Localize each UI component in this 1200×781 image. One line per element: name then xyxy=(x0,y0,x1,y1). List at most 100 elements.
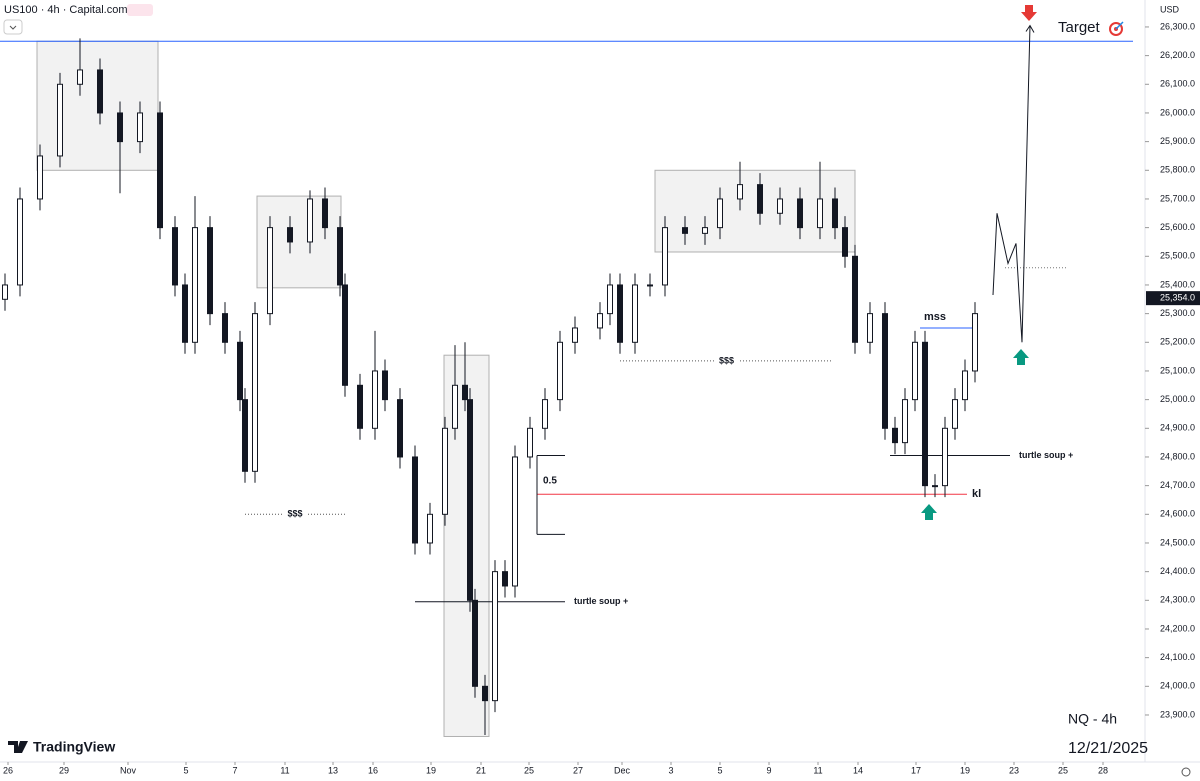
y-tick-label: 24,500.0 xyxy=(1160,537,1195,547)
candle-body xyxy=(397,399,403,458)
mss-label: mss xyxy=(924,311,946,323)
candle-body xyxy=(617,284,623,343)
x-tick-label: 3 xyxy=(668,765,673,775)
x-tick-label: 5 xyxy=(183,765,188,775)
brand-logo xyxy=(8,741,28,753)
candle-body xyxy=(412,456,418,544)
candle-body xyxy=(267,227,273,315)
y-tick-label: 24,700.0 xyxy=(1160,480,1195,490)
zone xyxy=(654,169,856,253)
candle-body xyxy=(117,112,123,143)
candle-body xyxy=(467,399,473,601)
x-tick-label: 5 xyxy=(717,765,722,775)
candle-body xyxy=(182,284,188,343)
up-arrow-icon xyxy=(921,504,937,520)
candle-body xyxy=(817,198,823,229)
candle-body xyxy=(237,341,243,401)
candle-body xyxy=(757,184,763,214)
x-tick-label: 7 xyxy=(232,765,237,775)
candle-body xyxy=(252,313,258,472)
up-arrow-icon xyxy=(1013,349,1029,365)
x-tick-label: 28 xyxy=(1098,765,1108,775)
y-tick-label: 24,800.0 xyxy=(1160,451,1195,461)
projection-path xyxy=(992,25,1031,343)
y-tick-label: 23,900.0 xyxy=(1160,709,1195,719)
projection-arrow xyxy=(1025,24,1035,33)
candle-body xyxy=(222,313,228,343)
candle-body xyxy=(472,599,478,687)
x-tick-label: 25 xyxy=(1058,765,1068,775)
x-tick-label: 19 xyxy=(960,765,970,775)
candle-body xyxy=(542,399,548,429)
x-tick-label: 29 xyxy=(59,765,69,775)
y-tick-label: 26,100.0 xyxy=(1160,79,1195,89)
candle-body xyxy=(2,284,8,300)
x-tick-label: 21 xyxy=(476,765,486,775)
candle-body xyxy=(647,284,653,287)
settings-icon[interactable] xyxy=(1181,767,1191,777)
y-tick-label: 25,900.0 xyxy=(1160,136,1195,146)
candle-body xyxy=(597,313,603,329)
watermark-title: NQ - 4h xyxy=(1068,711,1117,727)
candle-body xyxy=(372,370,378,429)
last-price-label: 25,354.0 xyxy=(1160,293,1195,303)
chevron xyxy=(9,25,17,30)
y-tick-label: 26,200.0 xyxy=(1160,50,1195,60)
x-tick-label: 11 xyxy=(813,765,822,775)
candle-body xyxy=(852,255,858,343)
y-tick-label: 25,000.0 xyxy=(1160,394,1195,404)
y-tick-label: 26,000.0 xyxy=(1160,107,1195,117)
y-tick-label: 24,300.0 xyxy=(1160,595,1195,605)
target-label: Target xyxy=(1058,19,1101,36)
label-bg xyxy=(283,508,307,521)
liquidity-label: $$$ xyxy=(719,355,734,365)
badge xyxy=(127,4,153,16)
candle-body xyxy=(962,370,968,401)
candle-body xyxy=(462,384,468,401)
candle-body xyxy=(932,485,938,488)
candle-body xyxy=(682,227,688,234)
y-tick-label: 25,300.0 xyxy=(1160,308,1195,318)
currency: USD xyxy=(1160,4,1180,14)
candle-body xyxy=(207,227,213,315)
x-tick-label: Dec xyxy=(614,765,631,775)
collapse-button[interactable] xyxy=(3,19,23,35)
candle-body xyxy=(322,198,328,229)
x-tick-label: 13 xyxy=(328,765,338,775)
candle-body xyxy=(942,427,948,487)
candle-body xyxy=(382,370,388,401)
y-tick-label: 24,900.0 xyxy=(1160,423,1195,433)
y-tick-label: 25,800.0 xyxy=(1160,165,1195,175)
x-tick-label: 9 xyxy=(766,765,771,775)
candle-body xyxy=(572,327,578,343)
candle-body xyxy=(357,384,363,429)
y-tick-label: 25,400.0 xyxy=(1160,279,1195,289)
candle-body xyxy=(17,198,23,286)
last-price-tag xyxy=(1146,291,1200,306)
candle-body xyxy=(287,227,293,243)
x-tick-label: Nov xyxy=(120,765,137,775)
candle-body xyxy=(607,284,613,315)
candle-body xyxy=(502,571,508,587)
zone xyxy=(443,354,490,737)
x-tick-label: 16 xyxy=(368,765,378,775)
candle-body xyxy=(512,456,518,587)
turtle-soup-label: turtle soup + xyxy=(1019,450,1073,460)
x-tick-label: 14 xyxy=(853,765,863,775)
y-tick-label: 24,600.0 xyxy=(1160,509,1195,519)
candle-body xyxy=(702,227,708,234)
y-tick-label: 25,100.0 xyxy=(1160,365,1195,375)
candle-body xyxy=(77,69,83,85)
candle-body xyxy=(842,227,848,257)
candle-body xyxy=(427,513,433,544)
candle-body xyxy=(557,341,563,401)
watermark-date: 12/21/2025 xyxy=(1068,740,1148,757)
y-tick-label: 24,000.0 xyxy=(1160,681,1195,691)
y-tick-label: 24,400.0 xyxy=(1160,566,1195,576)
y-tick-label: 24,100.0 xyxy=(1160,652,1195,662)
candle-body xyxy=(172,227,178,286)
x-tick-label: 23 xyxy=(1009,765,1019,775)
candle-body xyxy=(777,198,783,214)
candle-body xyxy=(737,184,743,200)
